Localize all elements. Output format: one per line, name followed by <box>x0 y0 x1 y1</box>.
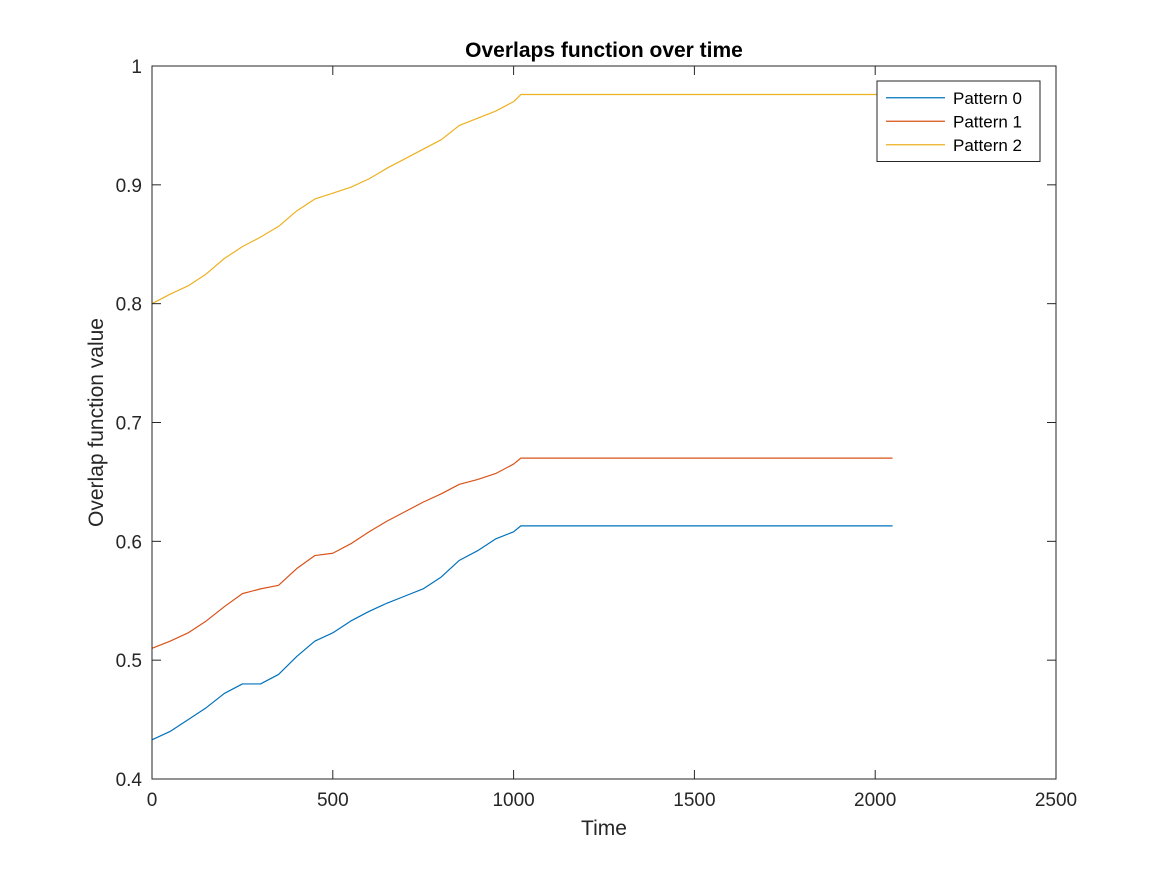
y-tick-label: 0.5 <box>116 651 142 672</box>
series-line-pattern-0 <box>151 525 893 741</box>
legend-label: Pattern 0 <box>953 89 1022 108</box>
y-axis-title: Overlap function value <box>85 318 108 527</box>
x-tick-label: 500 <box>317 790 349 811</box>
y-tick-label: 0.7 <box>116 414 142 435</box>
legend-label: Pattern 2 <box>953 136 1022 155</box>
x-tick-label: 2500 <box>1035 790 1077 811</box>
x-tick-label: 1000 <box>492 790 534 811</box>
y-tick-label: 0.6 <box>116 532 142 553</box>
series-layer <box>151 93 893 741</box>
x-axis-title: Time <box>581 817 627 840</box>
plot-area <box>152 66 1056 779</box>
x-tick-label: 2000 <box>854 790 896 811</box>
x-tick-label: 0 <box>147 790 158 811</box>
legend-label: Pattern 1 <box>953 112 1022 131</box>
chart-title: Overlaps function over time <box>465 39 743 62</box>
x-tick-label: 1500 <box>673 790 715 811</box>
series-line-pattern-1 <box>151 457 893 649</box>
series-line-pattern-2 <box>151 93 893 305</box>
ticks-layer: 0 500 1000 1500 2000 2500 0.4 0.5 0.6 0.7 0.8 0.9 1 <box>116 57 1078 811</box>
y-tick-label: 0.9 <box>116 176 142 197</box>
y-tick-label: 0.8 <box>116 295 142 316</box>
legend: Pattern 0 Pattern 1 Pattern 2 <box>876 80 1041 162</box>
y-tick-label: 1 <box>131 57 142 78</box>
y-tick-label: 0.4 <box>116 770 143 791</box>
